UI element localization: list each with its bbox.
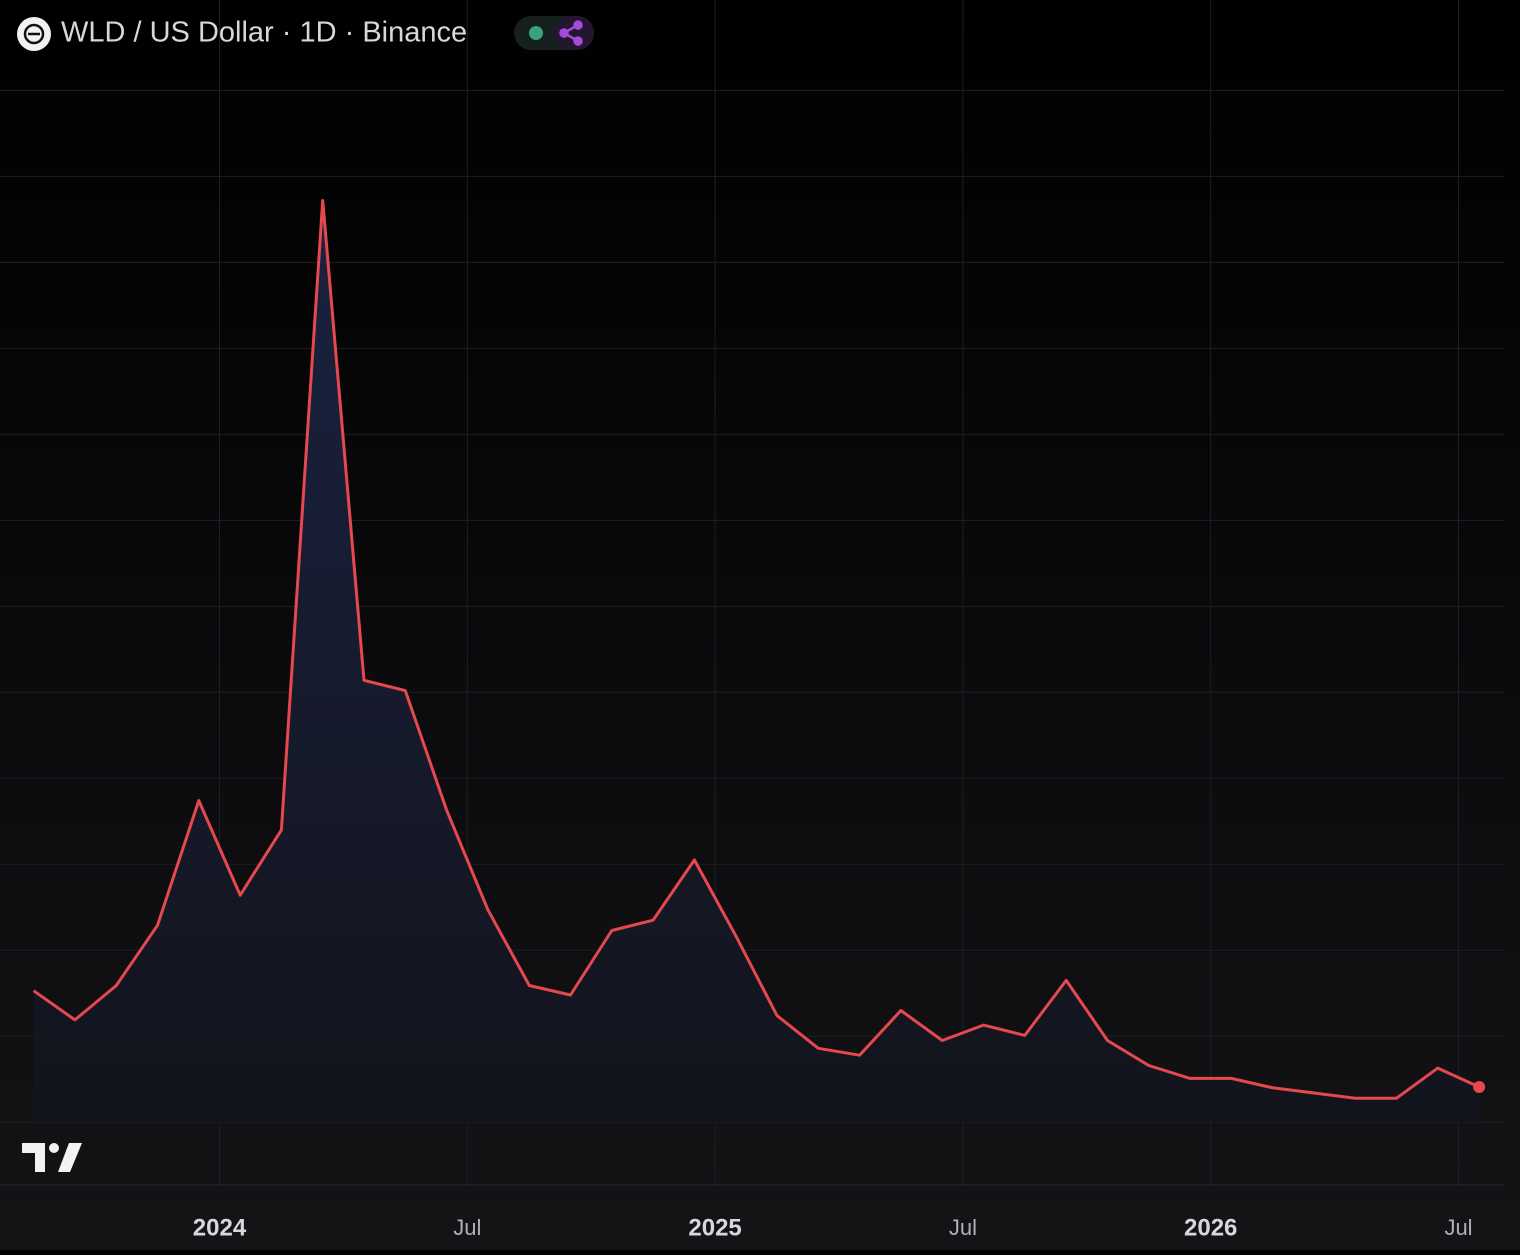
price-line	[32, 199, 1480, 1100]
x-tick-label: 2025	[688, 1214, 741, 1241]
symbol-logo-mark	[23, 23, 45, 45]
sharing-icon	[559, 20, 583, 46]
market-open-dot	[529, 26, 543, 40]
plot	[32, 199, 1486, 1123]
x-axis: 2024 Jul 2025 Jul 2026 Jul	[193, 1214, 1473, 1241]
status-pill-right[interactable]	[554, 16, 594, 50]
x-tick-label: Jul	[453, 1215, 481, 1240]
chart-title: WLD / US Dollar · 1D · Binance	[61, 17, 467, 49]
tradingview-logo	[22, 1143, 82, 1172]
x-tick-label: Jul	[1444, 1215, 1472, 1240]
x-tick-label: Jul	[949, 1215, 977, 1240]
last-price-dot	[1473, 1080, 1486, 1093]
x-tick-label: 2026	[1184, 1214, 1237, 1241]
area-fill	[33, 200, 1480, 1123]
x-tick-label: 2024	[193, 1214, 247, 1241]
